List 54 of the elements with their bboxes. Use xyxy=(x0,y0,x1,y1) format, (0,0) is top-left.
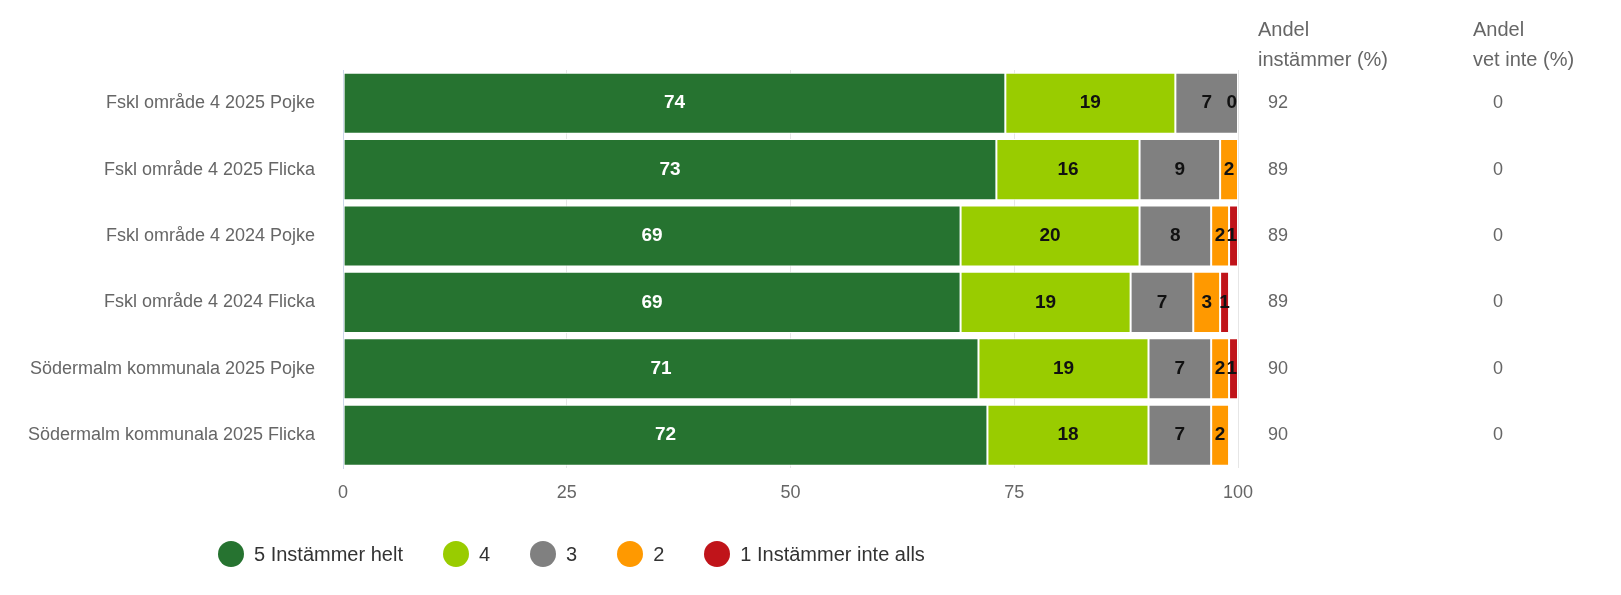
data-label: 19 xyxy=(1079,91,1101,113)
data-label: 71 xyxy=(650,357,673,379)
data-label: 2 xyxy=(1214,224,1226,246)
text: Andel instämmer (%) xyxy=(1258,18,1389,70)
data-label: 7 xyxy=(1201,91,1212,113)
text: 0 xyxy=(1493,357,1504,378)
x-tick-label: 25 xyxy=(556,482,577,503)
text: 89 xyxy=(1268,291,1289,312)
y-tick-label: Fskl område 4 2025 Pojke xyxy=(106,92,316,113)
data-label: 19 xyxy=(1035,290,1057,312)
text: 92 xyxy=(1268,92,1289,113)
text: 89 xyxy=(1268,224,1289,245)
data-label: 19 xyxy=(1052,357,1075,379)
data-label: 8 xyxy=(1170,224,1181,246)
data-label: 69 xyxy=(641,290,663,312)
legend-label: 3 xyxy=(566,542,578,566)
data-label: 72 xyxy=(654,423,677,445)
x-tick-label: 100 xyxy=(1222,482,1254,503)
data-label: 69 xyxy=(641,224,663,246)
data-label: 7 xyxy=(1174,357,1186,379)
legend-label: 5 Instämmer helt xyxy=(254,542,403,566)
data-label: 2 xyxy=(1214,423,1226,445)
data-label: 2 xyxy=(1223,157,1235,179)
data-label: 73 xyxy=(659,157,681,179)
data-label: 2 xyxy=(1214,357,1226,379)
y-tick-label: Södermalm kommunala 2025 Flicka xyxy=(28,424,317,445)
text: 0 xyxy=(1493,424,1504,445)
x-tick-label: 50 xyxy=(780,482,801,503)
data-label: 18 xyxy=(1057,423,1079,445)
data-label: 16 xyxy=(1057,157,1079,179)
x-tick-label: 0 xyxy=(338,482,349,503)
data-label: 74 xyxy=(663,91,686,113)
text: 0 xyxy=(1493,158,1504,179)
data-label: 9 xyxy=(1174,157,1186,179)
legend-label: 1 Instämmer inte alls xyxy=(740,542,925,566)
text: 89 xyxy=(1268,158,1289,179)
data-label: 7 xyxy=(1174,423,1186,445)
data-label: 7 xyxy=(1156,290,1168,312)
text: 0 xyxy=(1493,224,1504,245)
text: 90 xyxy=(1268,357,1289,378)
legend-label: 2 xyxy=(653,542,665,566)
y-tick-label: Södermalm kommunala 2025 Pojke xyxy=(29,357,316,378)
legend-label: 4 xyxy=(478,542,491,566)
text: 0 xyxy=(1493,92,1504,113)
y-tick-label: Fskl område 4 2025 Flicka xyxy=(104,158,317,179)
y-tick-label: Fskl område 4 2024 Flicka xyxy=(104,291,317,312)
x-tick-label: 75 xyxy=(1004,482,1025,503)
text: 90 xyxy=(1268,424,1289,445)
text: 0 xyxy=(1493,291,1504,312)
text: Andel vet inte (%) xyxy=(1473,18,1575,70)
data-label: 20 xyxy=(1039,224,1061,246)
y-tick-label: Fskl område 4 2024 Pojke xyxy=(106,224,316,245)
data-label: 3 xyxy=(1201,290,1212,312)
data-label: 0 xyxy=(1226,91,1238,113)
